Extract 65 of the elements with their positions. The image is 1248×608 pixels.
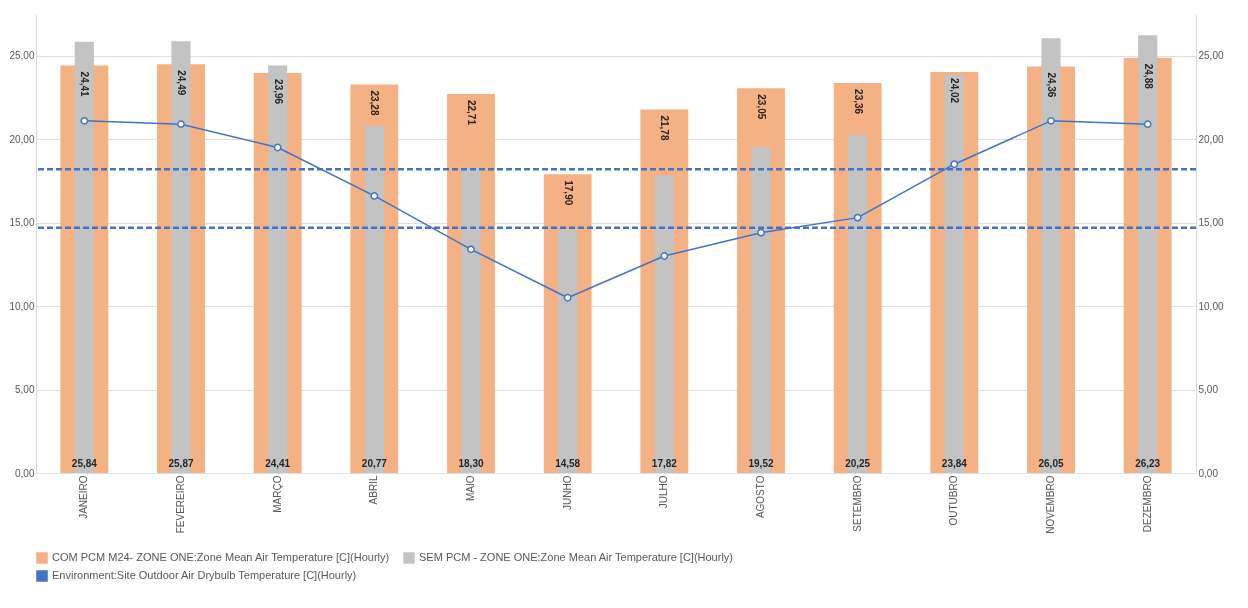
- data-label: 25,84: [71, 458, 98, 469]
- data-label: 24,49: [176, 70, 187, 96]
- bar: [558, 229, 578, 473]
- y-tick-label: 0,00: [15, 467, 35, 479]
- x-tick-label: SETEMBRO: [851, 475, 863, 532]
- y2-tick-label: 20,00: [1198, 133, 1224, 145]
- y-tick-label: 10,00: [9, 300, 35, 312]
- y2-tick-label: 5,00: [1198, 384, 1219, 396]
- data-label: 21,78: [659, 115, 671, 141]
- y2-tick-label: 10,00: [1198, 300, 1224, 312]
- data-label: 23,05: [756, 94, 767, 120]
- point: [177, 120, 185, 129]
- x-tick-label: JULHO: [658, 475, 670, 509]
- data-label: 17,82: [651, 458, 678, 469]
- data-label: 26,23: [1135, 458, 1161, 469]
- x-tick-label: MARÇO: [271, 475, 283, 513]
- point: [80, 116, 89, 125]
- data-label: 26,05: [1038, 458, 1064, 469]
- y2-tick-label: 15,00: [1198, 217, 1224, 229]
- point: [370, 192, 379, 200]
- y-tick-label: 5,00: [15, 384, 35, 396]
- x-tick-label: DEZEMBRO: [1141, 475, 1153, 533]
- point: [950, 160, 959, 169]
- x-tick-label: MAIO: [465, 475, 476, 502]
- x-tick-label: JANEIRO: [78, 475, 90, 519]
- data-label: 25,87: [168, 458, 194, 469]
- data-label: 23,28: [369, 90, 381, 116]
- point: [273, 143, 282, 152]
- data-label: 20,77: [361, 458, 388, 469]
- legend-label: SEM PCM - ZONE ONE:Zone Mean Air Temperature [C](Hourly): [419, 551, 733, 563]
- data-label: 19,52: [748, 458, 774, 469]
- data-label: 24,36: [1046, 72, 1057, 98]
- x-tick-label: OUTUBRO: [948, 475, 960, 526]
- x-tick-label: NOVEMBRO: [1045, 475, 1056, 534]
- point: [1047, 116, 1055, 125]
- legend-label: COM PCM M24- ZONE ONE:Zone Mean Air Temperature [C](Hourly): [52, 551, 390, 563]
- x-tick-label: FEVEREIRO: [175, 475, 186, 534]
- x-tick-label: AGOSTO: [755, 475, 766, 519]
- data-label: 17,90: [562, 180, 574, 206]
- data-label: 23,36: [852, 89, 864, 115]
- data-label: 24,02: [949, 78, 961, 104]
- point: [563, 293, 572, 302]
- data-label: 24,88: [1142, 63, 1154, 90]
- data-label: 14,58: [555, 458, 581, 469]
- data-label: 22,71: [466, 99, 477, 126]
- y2-tick-label: 25,00: [1198, 50, 1224, 62]
- x-tick-label: ABRIL: [368, 475, 380, 505]
- data-label: 23,96: [272, 79, 284, 105]
- point: [467, 245, 475, 254]
- bar: [461, 167, 481, 473]
- data-label: 24,41: [265, 458, 291, 469]
- data-label: 24,41: [79, 71, 91, 98]
- legend-label: Environment:Site Outdoor Air Drybulb Temperature [C](Hourly): [52, 569, 357, 581]
- y-tick-label: 25,00: [9, 50, 35, 62]
- y-tick-label: 15,00: [9, 217, 35, 229]
- data-label: 20,25: [845, 458, 871, 469]
- data-label: 23,84: [941, 458, 968, 469]
- point: [1143, 120, 1152, 129]
- x-tick-label: JUNHO: [561, 475, 573, 510]
- y-tick-label: 20,00: [9, 133, 35, 145]
- point: [757, 228, 765, 237]
- point: [853, 213, 862, 222]
- point: [660, 252, 669, 260]
- data-label: 18,30: [458, 458, 484, 469]
- y2-tick-label: 0,00: [1198, 467, 1219, 479]
